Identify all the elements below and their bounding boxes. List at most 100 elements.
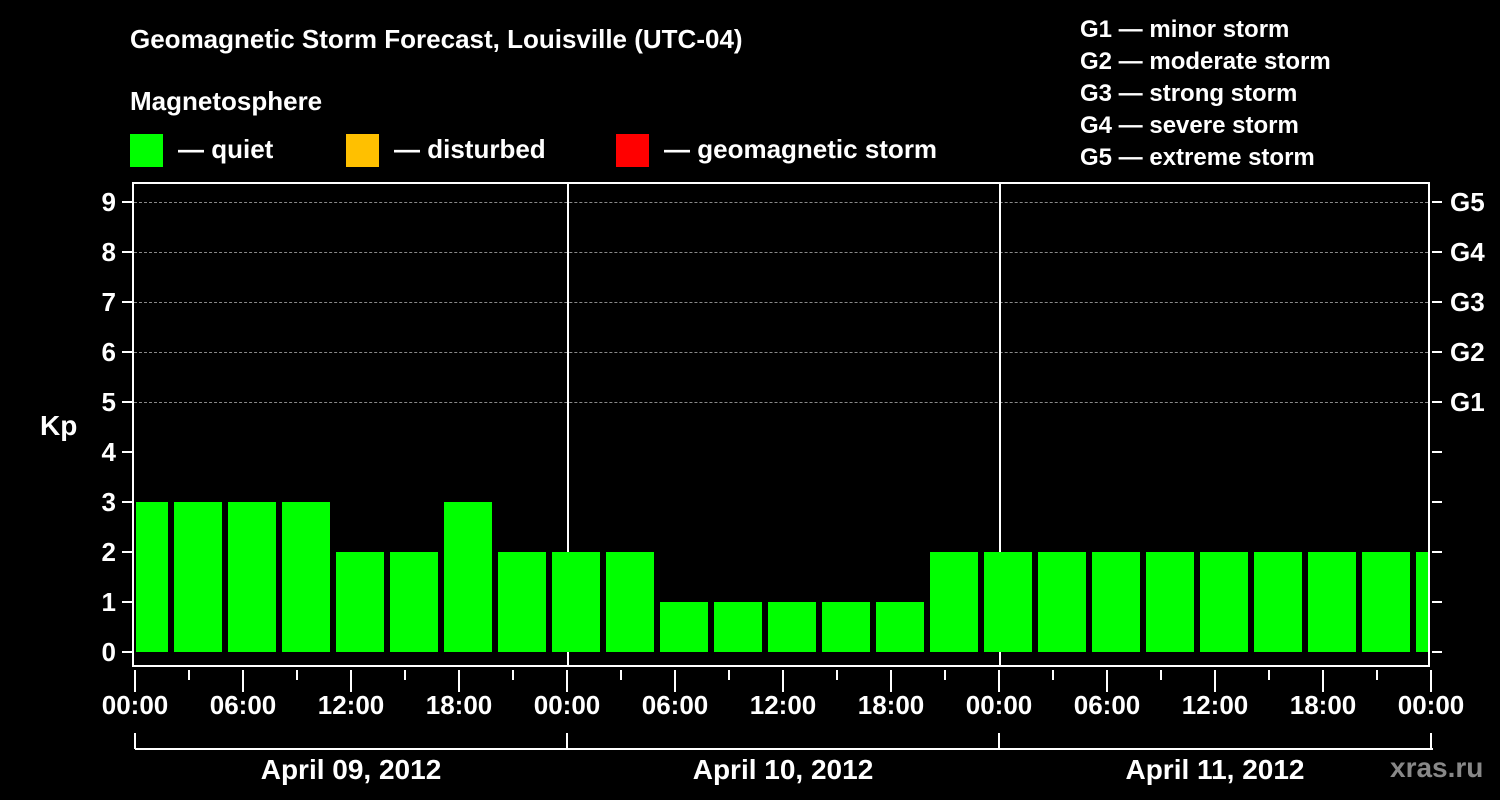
y-tick-right xyxy=(1432,301,1442,303)
chart-title: Geomagnetic Storm Forecast, Louisville (… xyxy=(130,24,743,54)
kp-bar xyxy=(606,552,654,652)
kp-bar xyxy=(1200,552,1248,652)
date-label: April 10, 2012 xyxy=(692,754,874,785)
y-tick-label: 1 xyxy=(101,587,116,617)
kp-bar xyxy=(1146,552,1194,652)
kp-bar xyxy=(282,502,330,652)
y-axis-label: Kp xyxy=(40,410,78,441)
x-tick xyxy=(1430,670,1432,692)
g-scale-label: G5 xyxy=(1450,187,1485,217)
date-label: April 11, 2012 xyxy=(1125,754,1305,785)
y-tick-right xyxy=(1432,551,1442,553)
legend-storm: — geomagnetic storm xyxy=(664,134,938,164)
kp-bar xyxy=(1308,552,1356,652)
x-tick xyxy=(1214,670,1216,692)
legend-quiet: — quiet xyxy=(178,134,274,164)
y-tick xyxy=(122,651,132,653)
x-tick xyxy=(566,670,568,692)
kp-bar xyxy=(660,602,708,652)
x-tick-label: 00:00 xyxy=(101,690,169,720)
x-tick xyxy=(890,670,892,692)
g2-legend: G2 — moderate storm xyxy=(1080,48,1331,75)
g-scale-label: G3 xyxy=(1450,287,1485,317)
date-bracket-tick xyxy=(1430,733,1432,749)
x-tick-label: 12:00 xyxy=(749,690,817,720)
x-tick xyxy=(944,670,946,680)
g1-legend: G1 — minor storm xyxy=(1080,16,1290,43)
y-tick-label: 7 xyxy=(101,287,116,317)
kp-bar xyxy=(1416,552,1428,652)
y-tick xyxy=(122,601,132,603)
y-tick-label: 3 xyxy=(101,487,116,517)
x-tick-label: 12:00 xyxy=(1181,690,1249,720)
y-tick-right xyxy=(1432,501,1442,503)
date-bracket-tick xyxy=(134,733,136,749)
day-separator xyxy=(567,184,569,665)
x-tick xyxy=(404,670,406,680)
x-tick xyxy=(836,670,838,680)
kp-bar xyxy=(822,602,870,652)
x-tick xyxy=(1106,670,1108,692)
chart-subtitle: Magnetosphere xyxy=(130,86,323,116)
x-tick xyxy=(1268,670,1270,680)
y-tick-right xyxy=(1432,351,1442,353)
storm-swatch xyxy=(616,134,649,167)
y-tick-right xyxy=(1432,651,1442,653)
y-tick xyxy=(122,301,132,303)
date-bracket xyxy=(135,748,1433,750)
x-tick xyxy=(458,670,460,692)
kp-bar xyxy=(390,552,438,652)
grid-line xyxy=(134,402,1428,403)
x-tick-label: 18:00 xyxy=(857,690,925,720)
kp-bar xyxy=(768,602,816,652)
g5-legend: G5 — extreme storm xyxy=(1080,144,1315,171)
y-tick xyxy=(122,501,132,503)
kp-bar xyxy=(1038,552,1086,652)
x-tick xyxy=(188,670,190,680)
kp-bar xyxy=(1362,552,1410,652)
kp-bar xyxy=(174,502,222,652)
x-tick xyxy=(998,670,1000,692)
kp-bar xyxy=(336,552,384,652)
x-tick-label: 18:00 xyxy=(1289,690,1357,720)
day-separator xyxy=(999,184,1001,665)
y-tick xyxy=(122,201,132,203)
y-tick-label: 8 xyxy=(101,237,116,267)
legend-disturbed: — disturbed xyxy=(394,134,546,164)
x-tick xyxy=(1052,670,1054,680)
x-tick-label: 06:00 xyxy=(209,690,277,720)
x-tick xyxy=(620,670,622,680)
g-scale-label: G4 xyxy=(1450,237,1485,267)
y-tick-label: 4 xyxy=(101,437,116,467)
kp-bar xyxy=(876,602,924,652)
y-tick xyxy=(122,251,132,253)
x-tick xyxy=(134,670,136,692)
kp-bar xyxy=(714,602,762,652)
g-scale-label: G1 xyxy=(1450,387,1485,417)
kp-bar xyxy=(552,552,600,652)
x-tick-label: 00:00 xyxy=(965,690,1033,720)
x-tick-label: 06:00 xyxy=(1073,690,1141,720)
y-tick-label: 9 xyxy=(101,187,116,217)
x-tick xyxy=(350,670,352,692)
y-tick xyxy=(122,401,132,403)
y-tick-right xyxy=(1432,451,1442,453)
y-tick xyxy=(122,351,132,353)
y-tick-label: 2 xyxy=(101,537,116,567)
x-tick xyxy=(1160,670,1162,680)
grid-line xyxy=(134,252,1428,253)
x-tick xyxy=(728,670,730,680)
y-tick-right xyxy=(1432,401,1442,403)
g3-legend: G3 — strong storm xyxy=(1080,80,1298,107)
grid-line xyxy=(134,302,1428,303)
kp-bar xyxy=(444,502,492,652)
status-legend: — quiet — disturbed — geomagnetic storm xyxy=(130,134,950,168)
x-tick xyxy=(1376,670,1378,680)
g4-legend: G4 — severe storm xyxy=(1080,112,1299,139)
date-label: April 09, 2012 xyxy=(260,754,442,785)
x-tick xyxy=(782,670,784,692)
x-tick xyxy=(674,670,676,692)
x-tick xyxy=(1322,670,1324,692)
quiet-swatch xyxy=(130,134,163,167)
kp-bar xyxy=(1254,552,1302,652)
